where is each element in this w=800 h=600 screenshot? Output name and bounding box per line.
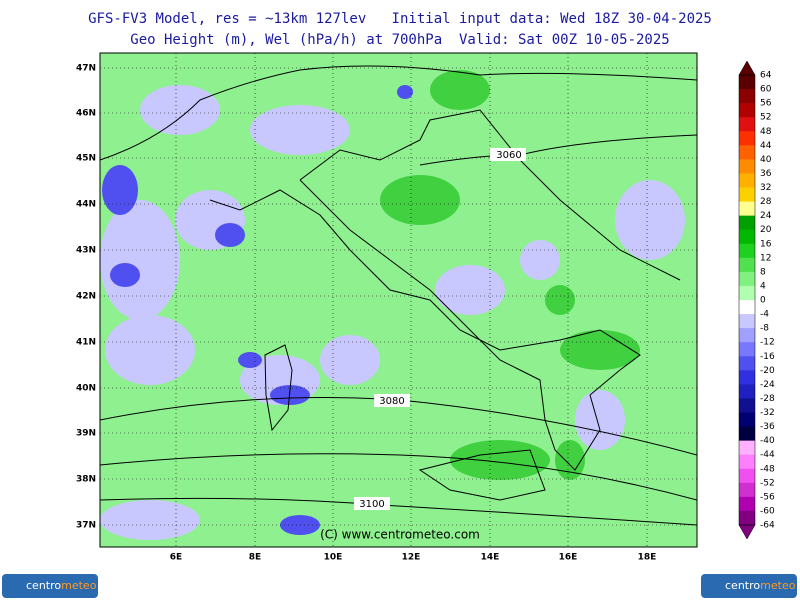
color-band xyxy=(739,412,755,428)
color-band xyxy=(739,117,755,132)
color-band xyxy=(739,468,755,484)
subtitle: Geo Height (m), Wel (hPa/h) at 700hPa Va… xyxy=(130,32,669,48)
lon-label: 10E xyxy=(324,553,343,563)
colorbar-label: -52 xyxy=(760,478,775,488)
color-band xyxy=(739,257,755,273)
lat-label: 47N xyxy=(76,64,96,74)
color-band xyxy=(739,510,755,526)
colorbar-label: 36 xyxy=(760,169,772,179)
color-band xyxy=(739,300,755,315)
colorbar-label: 20 xyxy=(760,225,772,235)
color-band xyxy=(739,131,755,146)
color-band xyxy=(739,482,755,498)
colorbar-label: -60 xyxy=(760,506,775,516)
colorbar-label: 44 xyxy=(760,141,772,151)
color-band xyxy=(739,342,755,357)
colorbar-label: 0 xyxy=(760,296,766,306)
lat-label: 41N xyxy=(76,338,96,348)
color-band xyxy=(739,271,755,287)
lat-label: 38N xyxy=(76,475,96,485)
colorbar-label: -20 xyxy=(760,366,775,376)
colorbar-cap xyxy=(738,60,756,76)
contour-label: 3100 xyxy=(359,499,384,510)
lon-label: 12E xyxy=(402,553,421,563)
color-band xyxy=(739,229,755,245)
color-band xyxy=(739,314,755,329)
color-band xyxy=(739,215,755,231)
colorbar-label: -40 xyxy=(760,436,775,446)
colorbar-label: 52 xyxy=(760,113,771,123)
colorbar-cap xyxy=(738,524,756,540)
lon-label: 18E xyxy=(638,553,657,563)
color-band xyxy=(739,370,755,385)
lat-label: 43N xyxy=(76,246,96,256)
contour-label: 3080 xyxy=(379,396,404,407)
colorbar-label: 4 xyxy=(760,281,766,291)
color-band xyxy=(739,75,755,90)
lat-label: 37N xyxy=(76,521,96,531)
colorbar-label: -16 xyxy=(760,352,775,362)
lat-label: 46N xyxy=(76,109,96,119)
colorbar-label: 48 xyxy=(760,127,772,137)
colorbar-label: 32 xyxy=(760,183,771,193)
lat-label: 45N xyxy=(76,154,96,164)
logo-text: centrometeo xyxy=(725,579,796,592)
color-band xyxy=(739,103,755,118)
color-band xyxy=(739,440,755,456)
logo: centrometeo centrometeo xyxy=(2,574,797,598)
lon-label: 6E xyxy=(170,553,182,563)
colorbar-label: 8 xyxy=(760,267,766,277)
color-band xyxy=(739,426,755,442)
colorbar-label: -28 xyxy=(760,394,775,404)
map-field xyxy=(100,53,697,547)
colorbar-label: 28 xyxy=(760,197,772,207)
lon-label: 8E xyxy=(249,553,261,563)
colorbar-label: -8 xyxy=(760,324,769,334)
copyright: (C) www.centrometeo.com xyxy=(320,528,480,542)
color-band xyxy=(739,454,755,470)
lat-label: 44N xyxy=(76,200,96,210)
colorbar-label: -4 xyxy=(760,310,769,320)
colorbar-label: 12 xyxy=(760,253,771,263)
colorbar-label: 60 xyxy=(760,85,772,95)
lat-label: 39N xyxy=(76,429,96,439)
map-frame xyxy=(99,52,698,548)
color-band xyxy=(739,187,755,203)
colorbar-label: -56 xyxy=(760,492,775,502)
color-band xyxy=(739,285,755,301)
colorbar-label: -44 xyxy=(760,450,775,460)
colorbar-label: 56 xyxy=(760,99,772,109)
color-band xyxy=(739,173,755,188)
colorbar-label: 16 xyxy=(760,239,772,249)
color-band xyxy=(739,328,755,343)
colorbar-label: 64 xyxy=(760,71,772,81)
contour-label: 3060 xyxy=(496,150,521,161)
color-band xyxy=(739,398,755,413)
title: GFS-FV3 Model, res = ~13km 127lev Initia… xyxy=(88,11,712,27)
color-band xyxy=(739,159,755,174)
colorbar-frame xyxy=(738,74,756,526)
colorbar-label: -36 xyxy=(760,422,775,432)
color-band xyxy=(739,243,755,259)
color-band xyxy=(739,496,755,512)
colorbar-label: -12 xyxy=(760,338,775,348)
colorbar-label: 24 xyxy=(760,211,772,221)
colorbar-label: -48 xyxy=(760,464,775,474)
color-band xyxy=(739,201,755,217)
color-band xyxy=(739,145,755,160)
colorbar-label: -24 xyxy=(760,380,775,390)
colorbar-label: 40 xyxy=(760,155,772,165)
lon-label: 16E xyxy=(559,553,578,563)
logo-text: centrometeo xyxy=(26,579,97,592)
colorbar-label: -64 xyxy=(760,521,775,531)
color-band xyxy=(739,356,755,371)
lon-label: 14E xyxy=(481,553,500,563)
lat-label: 42N xyxy=(76,292,96,302)
colorbar-label: -32 xyxy=(760,408,775,418)
lat-label: 40N xyxy=(76,384,96,394)
color-band xyxy=(739,384,755,399)
color-band xyxy=(739,89,755,104)
